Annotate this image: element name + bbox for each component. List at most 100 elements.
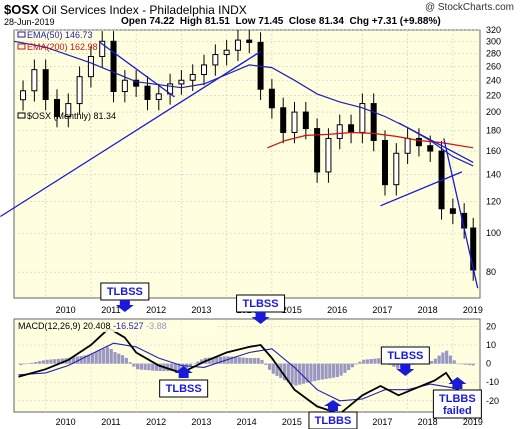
macd-histogram-bar <box>132 363 136 367</box>
macd-y-tick-label: 20 <box>486 321 496 331</box>
macd-x-tick-label: 2018 <box>418 417 438 427</box>
price-bar-body <box>76 76 83 105</box>
price-x-tick-label: 2018 <box>418 305 438 315</box>
macd-histogram-bar <box>154 363 159 371</box>
macd-histogram-bar <box>252 358 257 364</box>
macd-histogram-bar <box>79 355 83 364</box>
price-bar-body <box>393 152 400 186</box>
macd-histogram-bar <box>113 352 117 364</box>
callout-box <box>432 389 482 419</box>
macd-histogram-bar <box>75 356 79 364</box>
callout-box <box>308 411 358 429</box>
price-bar-body <box>336 124 343 139</box>
macd-histogram-bar <box>173 363 177 372</box>
macd-histogram-bar <box>275 363 279 376</box>
price-bar-body <box>212 54 219 66</box>
callout-arrow-down <box>115 300 134 312</box>
macd-histogram-bar <box>94 352 98 364</box>
price-x-tick-label: 2017 <box>372 305 392 315</box>
macd-signal-line <box>18 342 474 402</box>
macd-histogram-bar <box>392 363 396 367</box>
index-name: Oil Services Index - Philadelphia <box>42 3 215 17</box>
macd-histogram-bar <box>365 359 370 364</box>
macd-histogram-bar <box>158 363 162 372</box>
macd-histogram-bar <box>339 363 343 376</box>
price-y-tick-label: 260 <box>486 61 501 71</box>
macd-histogram-bar <box>230 356 234 364</box>
macd-histogram-bar <box>271 363 275 374</box>
price-y-tick-label: 140 <box>486 169 501 179</box>
macd-histogram-bar <box>335 363 339 378</box>
price-bar-body <box>178 79 185 85</box>
macd-histogram-bar <box>38 361 42 364</box>
price-x-tick-label: 2013 <box>191 305 211 315</box>
quote-chg: Chg +7.31 (+9.88%) <box>349 16 441 27</box>
trendline <box>443 138 479 289</box>
price-y-tick-label: 80 <box>486 267 496 277</box>
callout-label: TLBBS <box>439 393 476 405</box>
price-y-tick-label: 220 <box>486 90 501 100</box>
macd-histogram-bar <box>362 359 366 364</box>
macd-histogram-bar <box>396 363 400 369</box>
macd-histogram-bar <box>26 363 30 364</box>
macd-histogram-bar <box>354 363 358 365</box>
price-bar-body <box>99 40 106 57</box>
macd-histogram-bar <box>301 363 306 384</box>
macd-histogram-bar <box>87 354 91 364</box>
macd-histogram-bar <box>441 352 445 364</box>
price-x-tick-label: 2011 <box>101 305 120 315</box>
macd-histogram-bar <box>90 353 94 364</box>
macd-histogram-bar <box>286 363 290 383</box>
macd-histogram-bar <box>471 363 475 366</box>
callout-box <box>159 379 209 398</box>
macd-histogram-bar <box>177 363 181 372</box>
macd-histogram-bar <box>249 358 253 364</box>
macd-histogram-bar <box>282 363 287 381</box>
price-y-tick-label: 160 <box>486 146 501 156</box>
macd-histogram-bar <box>290 363 294 385</box>
macd-histogram-bar <box>128 362 132 364</box>
macd-histogram-bar <box>245 357 249 364</box>
legend-price: $OSX (Monthly) 81.34 <box>27 111 116 121</box>
price-bar-body <box>314 128 321 173</box>
macd-histogram-bar <box>45 359 49 364</box>
trendline <box>380 171 463 207</box>
macd-histogram-bar <box>41 360 45 364</box>
macd-histogram-bar <box>215 357 219 364</box>
macd-histogram-bar <box>218 356 223 364</box>
macd-histogram-bar <box>22 363 27 365</box>
price-bar-body <box>53 98 60 118</box>
price-x-tick-label: 2010 <box>56 305 76 315</box>
callout-label: TLBBS <box>315 415 352 427</box>
macd-histogram-bar <box>267 363 272 370</box>
macd-legend-bg <box>18 321 218 332</box>
price-bar-body <box>20 90 27 101</box>
price-bar-body <box>42 69 49 100</box>
macd-x-tick-label: 2010 <box>56 417 76 427</box>
macd-histogram-bar <box>328 363 332 379</box>
price-bar-body <box>155 93 162 100</box>
trendline <box>398 122 474 163</box>
legend-ema50-swatch <box>17 31 26 38</box>
macd-histogram-bar <box>200 359 204 364</box>
macd-histogram-bar <box>320 363 324 380</box>
macd-histogram-bar <box>463 363 468 365</box>
macd-legend-value1: 20.408 <box>81 321 111 331</box>
price-bar-body <box>110 40 117 93</box>
macd-histogram-bar <box>294 363 298 386</box>
callout-label: TLBSS <box>243 298 279 310</box>
exchange: INDX <box>218 3 247 17</box>
price-bar-body <box>65 103 72 118</box>
macd-histogram-bar <box>139 363 143 370</box>
quote-close: Close 81.34 <box>288 16 344 27</box>
macd-histogram-bar <box>260 359 264 364</box>
price-bar-body <box>133 79 140 87</box>
macd-histogram-bar <box>377 358 381 364</box>
macd-histogram-bar <box>188 363 192 366</box>
macd-histogram-bar <box>34 361 38 364</box>
macd-x-tick-label: 2012 <box>146 417 166 427</box>
macd-histogram-bar <box>109 348 113 364</box>
macd-histogram-bar <box>343 363 347 373</box>
macd-y-tick-label: 0 <box>486 359 491 369</box>
macd-x-tick-label: 2019 <box>463 417 483 427</box>
